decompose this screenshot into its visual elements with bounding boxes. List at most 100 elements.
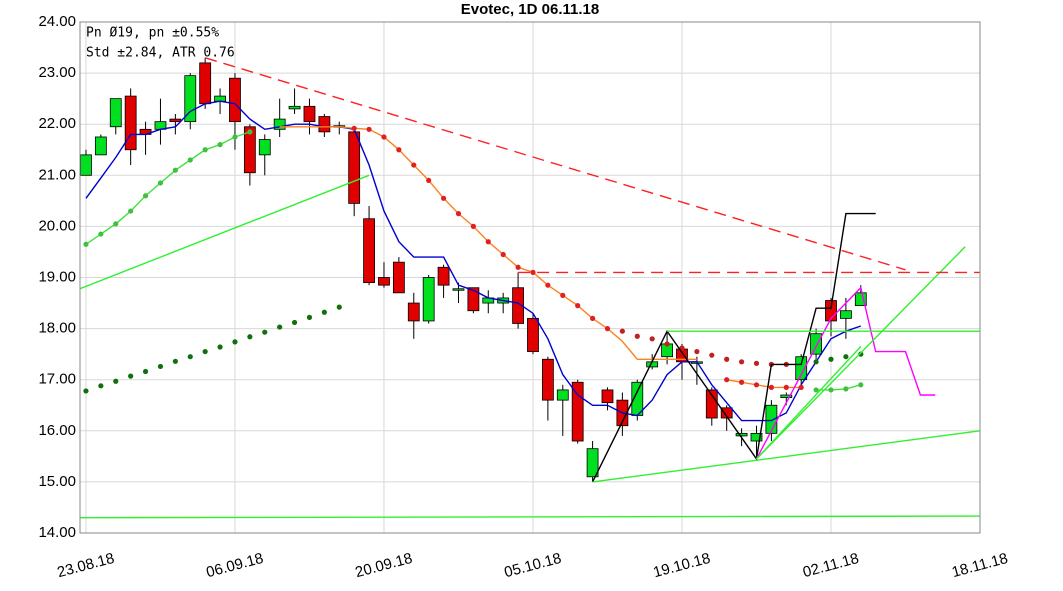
overlay-dot [575, 303, 581, 309]
candle-body [258, 139, 271, 156]
overlay-dot [753, 360, 760, 366]
candle-body [527, 317, 539, 352]
overlay-dot [321, 309, 327, 315]
plot-frame [79, 21, 981, 534]
annotation: Std ±2.84, ATR 0.76 [86, 46, 235, 61]
overlay-dot [440, 195, 447, 201]
overlay-dot [232, 134, 238, 140]
plot-area [80, 57, 980, 519]
overlay-dot [455, 211, 462, 217]
candle-body [288, 105, 301, 110]
overlay-dot [98, 231, 104, 237]
overlay-dot [500, 251, 506, 258]
overlay-dot [202, 348, 208, 355]
candle-body [825, 300, 837, 322]
y-tick-label: 23.00 [38, 64, 76, 81]
overlay-dot [560, 292, 566, 298]
overlay-dot [426, 177, 432, 184]
candle-body [810, 333, 822, 355]
candle-body [720, 407, 733, 419]
overlay-dot [738, 359, 745, 365]
candle-body [601, 389, 614, 404]
candle-body [437, 266, 450, 286]
overlay-dot [217, 344, 223, 350]
overlay-line [204, 57, 906, 271]
candle-body [586, 448, 599, 478]
overlay-dot [351, 125, 357, 131]
candle-body [243, 126, 256, 174]
overlay-dot [336, 304, 342, 310]
overlay-dot [694, 348, 700, 355]
overlay-dot [858, 382, 864, 388]
overlay-dot [724, 356, 730, 362]
overlay-dot [768, 384, 774, 390]
candle-body [273, 118, 286, 130]
overlay-line [85, 100, 862, 422]
overlay-dot [813, 387, 819, 393]
candle-body [94, 136, 107, 156]
overlay-dot [232, 339, 238, 345]
candle-body [80, 154, 92, 176]
candle-body [795, 356, 808, 381]
y-tick-label: 15.00 [38, 473, 76, 490]
candle-body [541, 358, 554, 401]
overlay-line [755, 346, 862, 460]
overlay-dot [172, 167, 178, 173]
y-tick-label: 19.00 [38, 268, 76, 285]
overlay-dot [738, 379, 745, 385]
overlay-dot [217, 142, 223, 148]
candle-body [556, 389, 569, 401]
overlay-dot [649, 336, 655, 342]
overlay-dot [813, 359, 819, 365]
overlay-dot [113, 221, 119, 227]
overlay-dot [83, 241, 89, 247]
overlay-line [80, 515, 980, 519]
overlay-dot [828, 387, 834, 393]
overlay-dot [306, 314, 313, 320]
y-tick-label: 22.00 [38, 115, 76, 132]
overlay-dot [515, 264, 521, 270]
overlay-dot [485, 239, 491, 245]
candle-body [184, 75, 197, 123]
overlay-dot [619, 328, 625, 334]
overlay-dot [291, 319, 298, 326]
overlay-dot [381, 134, 387, 140]
overlay-dot [142, 368, 149, 375]
overlay-dot [83, 388, 89, 394]
overlay-dot [113, 378, 119, 384]
overlay-dot [753, 382, 760, 388]
candle-body [169, 118, 182, 123]
overlay-dot [142, 193, 149, 199]
overlay-dot [843, 386, 849, 392]
overlay-dot [277, 324, 283, 330]
overlay-dot [411, 162, 417, 168]
overlay-line [592, 430, 980, 483]
candle-body [109, 98, 122, 128]
overlay-dot [187, 157, 193, 163]
candle-body [229, 77, 241, 123]
y-tick-label: 21.00 [38, 166, 76, 183]
overlay-dot [157, 180, 164, 186]
overlay-dot [247, 334, 253, 340]
candle-body [318, 116, 331, 133]
overlay-dot [470, 223, 476, 229]
candle-body [839, 310, 852, 319]
overlay-dot [783, 384, 789, 390]
candle-body [780, 394, 793, 398]
candle-body [363, 218, 375, 284]
overlay-dot [530, 269, 536, 275]
overlay-dot [679, 345, 685, 351]
overlay-line [591, 212, 876, 483]
overlay-dot [634, 333, 640, 339]
candle-body [467, 287, 480, 312]
candle-body [378, 277, 390, 286]
overlay-dot [545, 282, 551, 288]
y-tick-label: 16.00 [38, 422, 76, 439]
overlay-dot [187, 354, 193, 360]
overlay-dot [709, 352, 715, 358]
y-tick-label: 24.00 [38, 13, 76, 30]
candle-body [571, 381, 584, 442]
overlay-dot [366, 126, 372, 132]
overlay-dot [798, 384, 804, 390]
